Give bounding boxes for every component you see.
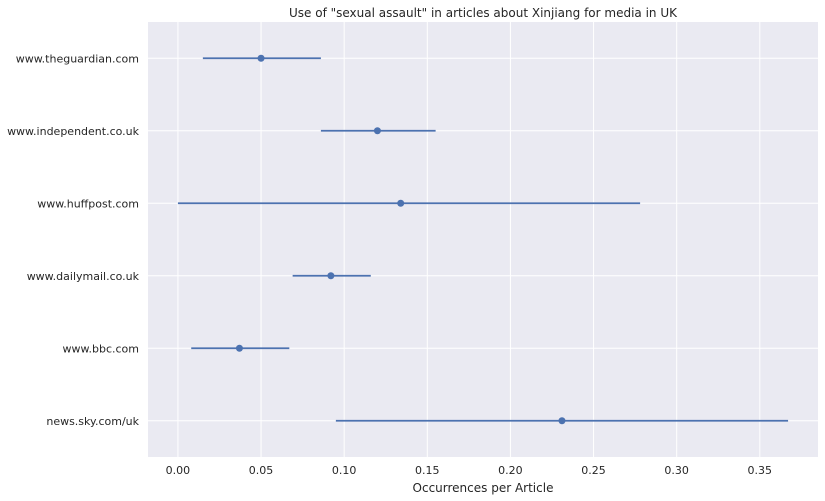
x-axis-ticks: 0.00 0.05 0.10 0.15 0.20 0.25 0.30 0.35 [166,464,772,477]
plot-area [148,22,818,457]
data-point [235,344,243,352]
chart-title: Use of "sexual assault" in articles abou… [289,6,678,20]
y-tick-label: www.dailymail.co.uk [27,270,140,283]
x-tick-label: 0.10 [332,464,357,477]
y-tick-label: news.sky.com/uk [46,415,139,428]
x-tick-label: 0.00 [166,464,191,477]
data-point [558,417,566,425]
x-tick-label: 0.05 [249,464,274,477]
data-point [397,199,405,207]
data-point [373,127,381,135]
x-tick-label: 0.35 [748,464,773,477]
x-tick-label: 0.15 [415,464,440,477]
x-tick-label: 0.30 [664,464,689,477]
y-axis-ticks: www.theguardian.com www.independent.co.uk… [7,52,140,428]
x-tick-label: 0.25 [581,464,606,477]
y-tick-label: www.bbc.com [63,342,139,355]
y-tick-label: www.huffpost.com [37,197,139,210]
data-point [327,272,335,280]
x-tick-label: 0.20 [498,464,523,477]
data-point [257,54,265,62]
y-tick-label: www.theguardian.com [16,52,139,65]
series [177,54,789,425]
x-axis-label: Occurrences per Article [413,481,554,495]
y-tick-label: www.independent.co.uk [7,125,140,138]
